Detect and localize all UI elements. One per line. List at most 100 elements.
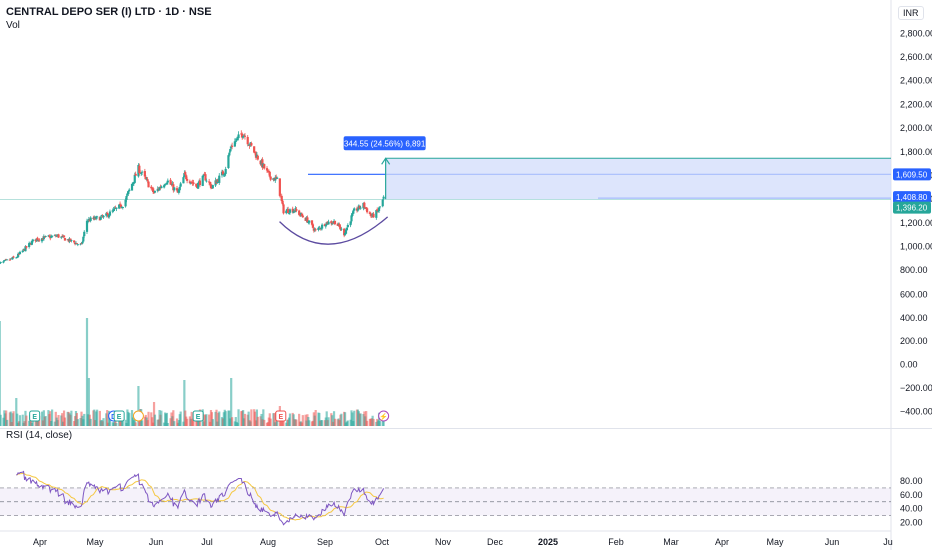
chart-title: CENTRAL DEPO SER (I) LTD · 1D · NSE <box>6 6 212 18</box>
volume-bar <box>6 419 9 426</box>
price-axis-tick-label: 2,200.00 <box>900 99 932 109</box>
candle-body <box>381 199 384 207</box>
price-axis-tick-label: 800.00 <box>900 265 928 275</box>
candle-body <box>330 221 333 224</box>
candle-body <box>242 136 245 138</box>
candle-body <box>298 210 301 215</box>
candle-body <box>173 187 176 191</box>
volume-bar <box>134 422 137 426</box>
candle-body <box>343 233 347 235</box>
candle-body <box>151 187 154 189</box>
event-marker <box>132 410 144 422</box>
event-marker-label: E <box>32 414 37 421</box>
event-marker <box>113 410 125 422</box>
candle-body <box>125 196 128 200</box>
volume-bar <box>365 411 368 426</box>
candle-body <box>204 174 207 181</box>
time-axis-label: Mar <box>663 537 679 547</box>
volume-bar <box>250 409 253 426</box>
candle-body <box>372 213 375 218</box>
volume-bar <box>186 418 189 426</box>
candle-body <box>75 243 79 244</box>
volume-bar <box>366 420 369 426</box>
volume-label: Vol <box>6 20 20 31</box>
candle-body <box>340 228 343 230</box>
volume-bar <box>218 411 221 426</box>
candle-body <box>235 138 238 141</box>
candle-body <box>18 251 22 255</box>
rsi-axis-tick-label: 20.00 <box>900 518 923 528</box>
currency-button[interactable]: INR <box>898 6 924 20</box>
candle-body <box>331 223 334 225</box>
candle-body <box>345 227 349 231</box>
candle-body <box>227 155 230 169</box>
candle-body <box>4 259 7 261</box>
candle-body <box>28 242 32 244</box>
volume-bar <box>325 411 328 426</box>
candle-body <box>285 210 288 214</box>
candle-body <box>198 180 202 186</box>
candle-body <box>350 215 353 222</box>
volume-bar <box>253 411 257 426</box>
price-axis-tick-label: 2,600.00 <box>900 52 932 62</box>
candle-body <box>246 136 249 145</box>
candle-body <box>310 220 314 225</box>
candle-body <box>95 216 98 219</box>
volume-bar <box>0 414 2 426</box>
candle-body <box>311 224 315 228</box>
volume-bar <box>165 412 169 426</box>
candle-body <box>73 240 76 243</box>
candle-body <box>332 222 335 224</box>
candle-body <box>25 246 28 248</box>
candle-body <box>375 210 378 218</box>
candle-body <box>44 235 47 237</box>
candle-body <box>314 229 317 231</box>
candle-body <box>376 209 379 212</box>
volume-bar <box>230 378 233 426</box>
candle-body <box>134 173 137 176</box>
candle-body <box>276 177 279 179</box>
volume-bar <box>351 412 354 426</box>
candle-body <box>208 181 212 184</box>
time-axis-label: Dec <box>487 537 504 547</box>
candle-body <box>363 202 366 208</box>
volume-bar <box>183 380 186 426</box>
candle-body <box>287 213 291 214</box>
candle-body <box>218 175 221 183</box>
candle-body <box>60 236 63 238</box>
candle-body <box>352 210 355 214</box>
volume-bar <box>295 419 298 426</box>
volume-bar <box>210 412 214 426</box>
volume-bar <box>70 410 73 426</box>
measure-arrow-head <box>381 157 391 165</box>
volume-bar <box>153 414 157 426</box>
candle-body <box>224 168 227 174</box>
candle-body <box>28 243 31 248</box>
volume-axis-tick-label: −200.00 <box>900 383 932 393</box>
volume-bar <box>333 418 337 426</box>
candle-body <box>106 212 109 214</box>
event-marker <box>29 410 41 422</box>
volume-bar <box>327 417 330 426</box>
volume-bar <box>12 411 15 426</box>
candle-body <box>291 208 294 213</box>
candle-body <box>182 177 185 184</box>
volume-bar <box>298 413 301 426</box>
volume-bar <box>124 419 127 426</box>
candle-body <box>359 207 362 209</box>
price-axis-tick-label: 2,800.00 <box>900 28 932 38</box>
volume-bar <box>211 419 214 426</box>
volume-bar <box>228 410 231 426</box>
candle-body <box>70 239 73 241</box>
volume-bar <box>256 416 259 426</box>
candle-body <box>141 171 144 173</box>
time-axis-label: 2025 <box>538 537 558 547</box>
candle-body <box>36 237 39 241</box>
candle-body <box>282 204 285 214</box>
candle-body <box>211 185 214 189</box>
volume-bar <box>102 418 105 426</box>
candle-body <box>128 189 131 192</box>
candle-body <box>152 192 156 194</box>
candle-body <box>51 236 54 237</box>
